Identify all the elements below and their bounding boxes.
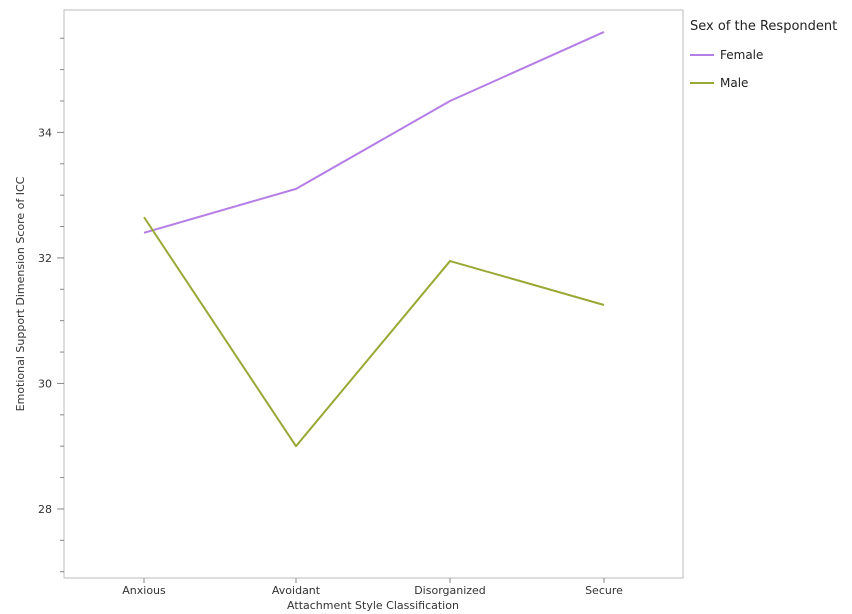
series-line-male (143, 216, 605, 448)
legend: Sex of the Respondent Female Male (690, 19, 837, 90)
y-axis-ticks: 28 30 32 34 (38, 37, 64, 573)
x-tick-label: Avoidant (272, 584, 321, 597)
series-lines (143, 31, 605, 448)
legend-title: Sex of the Respondent (690, 19, 837, 34)
x-tick-label: Anxious (122, 584, 166, 597)
y-tick-label: 30 (38, 377, 52, 390)
x-axis-title: Attachment Style Classification (287, 599, 459, 612)
legend-label: Male (720, 76, 748, 90)
y-axis-title: Emotional Support Dimension Score of ICC (14, 176, 27, 411)
x-tick-label: Secure (585, 584, 623, 597)
series-line-female (143, 31, 605, 234)
x-axis-ticks: Anxious Avoidant Disorganized Secure (122, 578, 623, 597)
y-tick-label: 28 (38, 503, 52, 516)
plot-frame (63, 9, 684, 579)
y-tick-label: 34 (38, 126, 52, 139)
legend-label: Female (720, 48, 763, 62)
x-tick-label: Disorganized (414, 584, 486, 597)
y-tick-label: 32 (38, 252, 52, 265)
